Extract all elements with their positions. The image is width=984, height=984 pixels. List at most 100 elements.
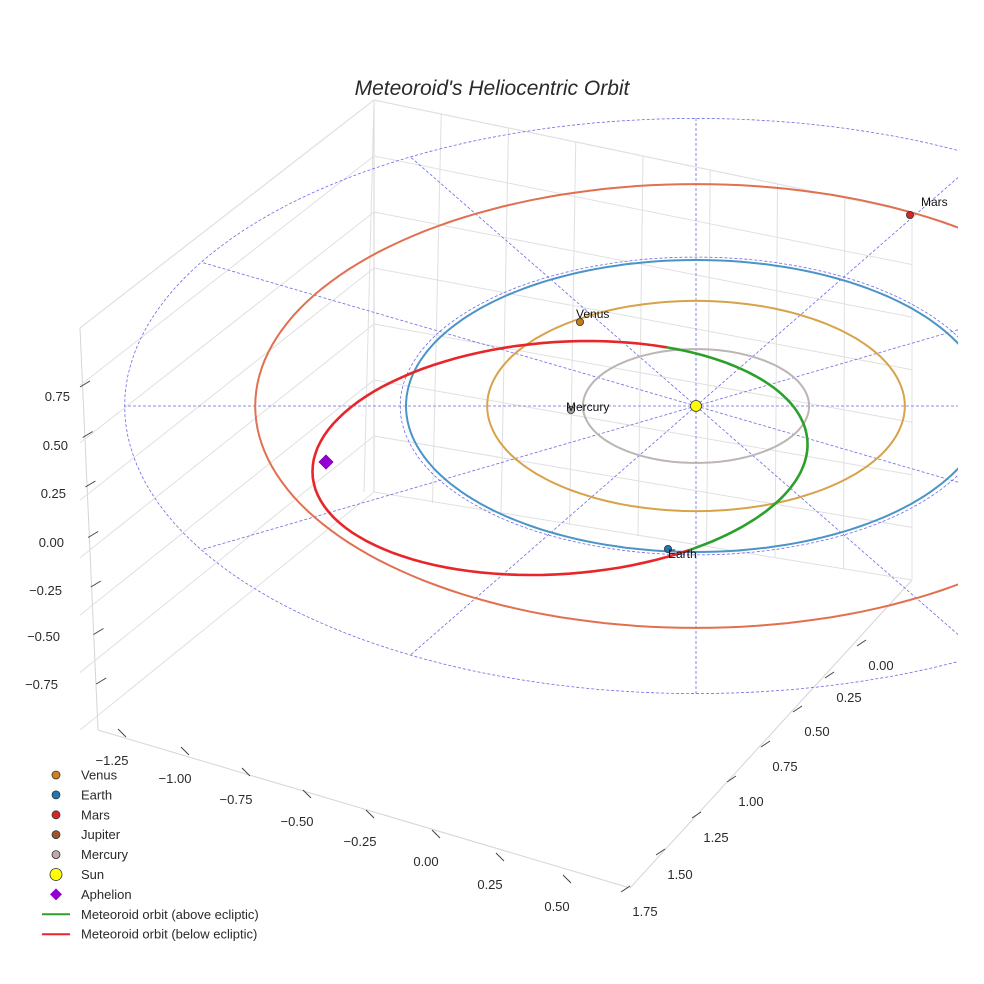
y-tick-label: 1.75: [632, 904, 657, 919]
z-tick-label: 0.50: [43, 438, 68, 453]
grid-line: [432, 113, 442, 504]
y-axis-ticks: 0.00 0.25 0.50 0.75 1.00 1.25 1.50 1.75: [620, 639, 894, 919]
x-tick-mark: [117, 728, 127, 738]
z-axis-ticks: 0.75 0.50 0.25 0.00 −0.25 −0.50 −0.75: [25, 380, 107, 692]
z-tick-mark: [90, 580, 102, 588]
planet-label-earth: Earth: [668, 547, 697, 561]
y-tick-mark: [856, 639, 867, 647]
legend-label: Mars: [81, 807, 110, 822]
grid-line: [373, 211, 913, 318]
x-tick-label: −0.50: [281, 814, 314, 829]
z-tick-mark: [82, 431, 93, 438]
orbit-venus: [486, 299, 906, 513]
y-tick-mark: [655, 848, 666, 856]
x-tick-label: 0.00: [413, 854, 438, 869]
grid-line: [373, 267, 913, 371]
grid-line: [79, 267, 375, 501]
orbit-earth: [404, 258, 958, 554]
grid-line: [373, 379, 913, 476]
y-tick-mark: [760, 740, 771, 748]
grid-line: [363, 99, 375, 493]
legend-label: Venus: [81, 768, 118, 783]
z-tick-mark: [79, 380, 91, 388]
z-tick-label: 0.75: [45, 389, 70, 404]
z-tick-label: −0.50: [27, 629, 60, 644]
planet-label-mercury: Mercury: [566, 400, 609, 414]
ecliptic-spoke: [410, 405, 697, 656]
grid-line: [79, 435, 375, 673]
box-edge: [79, 327, 99, 731]
x-tick-mark: [302, 789, 312, 799]
x-tick-mark: [180, 746, 190, 756]
z-tick-label: −0.75: [25, 677, 58, 692]
x-tick-label: 0.50: [544, 899, 569, 914]
x-tick-mark: [431, 829, 441, 839]
box-edge: [97, 729, 631, 889]
grid-line: [373, 435, 913, 528]
ecliptic-spoke: [410, 156, 697, 407]
legend-label: Earth: [81, 787, 112, 802]
bodies: Venus Earth Mars Mercury: [318, 195, 948, 561]
grid-line: [79, 323, 375, 559]
x-tick-mark: [241, 767, 251, 777]
ecliptic-spoke: [695, 329, 958, 407]
orbit-mars: [254, 183, 958, 629]
legend-label: Meteoroid orbit (above ecliptic): [81, 907, 259, 922]
planet-label-mars: Mars: [921, 195, 948, 209]
legend-item-earth: Earth: [51, 787, 112, 802]
legend-label: Jupiter: [81, 827, 121, 842]
legend-marker: [51, 810, 61, 820]
legend-item-meteoroid-orbit-below-ecliptic-: Meteoroid orbit (below ecliptic): [42, 927, 257, 942]
x-tick-mark: [365, 809, 375, 819]
meteoroid-orbit: [311, 339, 809, 577]
y-tick-label: 1.00: [738, 794, 763, 809]
planet-venus: [576, 317, 585, 326]
planet-mars: [906, 210, 915, 219]
chart-title: Meteoroid's Heliocentric Orbit: [355, 77, 631, 100]
grid-line: [79, 211, 375, 444]
legend-marker: [51, 770, 61, 780]
z-tick-label: −0.25: [29, 583, 62, 598]
y-tick-mark: [726, 775, 737, 783]
box-edge: [629, 579, 913, 889]
grid-line: [706, 169, 711, 548]
z-tick-mark: [85, 480, 96, 488]
legend-item-meteoroid-orbit-above-ecliptic-: Meteoroid orbit (above ecliptic): [42, 907, 259, 922]
grid-line: [637, 155, 644, 537]
legend-marker: [51, 790, 61, 800]
meteoroid-orbit-below: [311, 339, 691, 577]
grid-line: [79, 155, 375, 386]
legend-item-venus: Venus: [51, 768, 118, 783]
legend: Venus Earth Mars Jupiter Mercury Sun Aphelion M…: [42, 768, 259, 942]
y-tick-label: 0.75: [772, 759, 797, 774]
legend-marker: [51, 850, 61, 859]
y-tick-label: 1.50: [667, 867, 692, 882]
legend-item-mercury: Mercury: [51, 847, 128, 862]
z-tick-mark: [95, 677, 107, 685]
planet-sun: [690, 400, 702, 412]
legend-item-sun: Sun: [49, 867, 104, 882]
y-tick-mark: [620, 885, 631, 893]
x-tick-label: 0.25: [477, 877, 502, 892]
z-tick-label: 0.25: [41, 486, 66, 501]
y-tick-label: 0.00: [868, 658, 893, 673]
x-axis-ticks: −1.25 −1.00 −0.75 −0.50 −0.25 0.00 0.25 0.50: [96, 728, 572, 914]
grid-line: [500, 127, 509, 515]
planet-orbits: [254, 183, 958, 629]
ecliptic-spoke: [695, 405, 958, 483]
ecliptic-grid: [124, 117, 958, 695]
y-tick-label: 0.25: [836, 690, 861, 705]
x-tick-mark: [562, 874, 572, 884]
legend-label: Sun: [81, 867, 104, 882]
ecliptic-spoke: [201, 261, 697, 407]
grid-line: [79, 491, 375, 731]
legend-label: Mercury: [81, 847, 128, 862]
grid-line: [373, 155, 913, 266]
ecliptic-spoke: [201, 405, 697, 551]
back-wall-grid: [79, 99, 913, 731]
grid-line: [373, 323, 913, 423]
grid-line: [79, 99, 375, 329]
x-tick-label: −0.25: [344, 834, 377, 849]
z-tick-mark: [87, 531, 99, 538]
legend-item-aphelion: Aphelion: [50, 887, 132, 902]
